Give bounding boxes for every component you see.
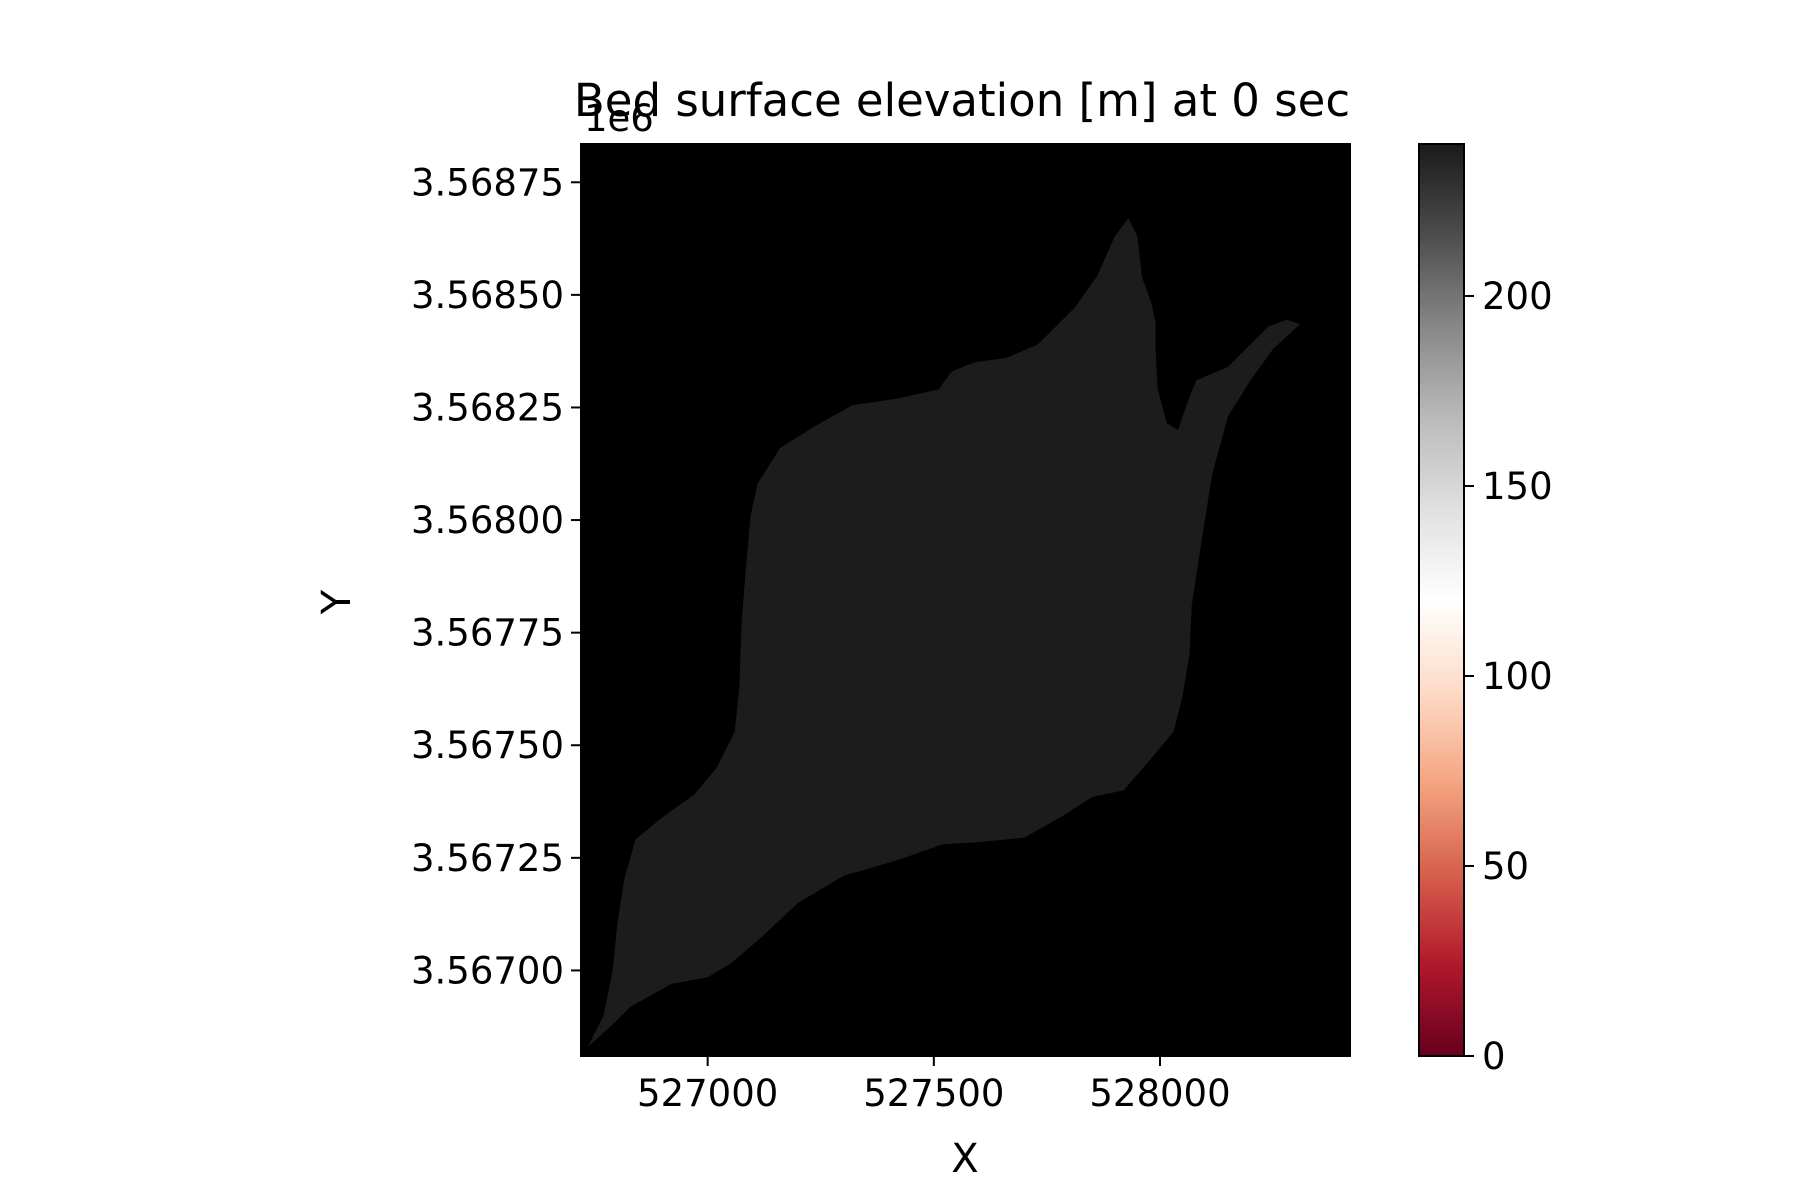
y-axis-label: Y xyxy=(314,589,360,615)
x-axis-label: X xyxy=(951,1136,978,1182)
y-tick-label: 3.56800 xyxy=(411,499,564,542)
plot-area xyxy=(580,143,1351,1057)
colorbar-tick-label: 0 xyxy=(1482,1035,1506,1078)
plot-frame xyxy=(580,143,1351,1057)
y-offset-label: 1e6 xyxy=(584,97,654,140)
y-tick-label: 3.56850 xyxy=(411,274,564,317)
colorbar-ticks: 0 50 100 150 200 xyxy=(1464,275,1553,1078)
y-tick-label: 3.56775 xyxy=(411,612,564,655)
x-tick-label: 527500 xyxy=(863,1072,1004,1115)
y-axis-ticks: 3.56700 3.56725 3.56750 3.56775 3.56800 3.568… xyxy=(411,161,581,992)
colorbar: 0 50 100 150 200 xyxy=(1418,143,1553,1078)
y-tick-label: 3.56750 xyxy=(411,724,564,767)
colorbar-gradient xyxy=(1419,144,1464,1056)
y-tick-label: 3.56725 xyxy=(411,837,564,880)
chart-title: Bed surface elevation [m] at 0 sec xyxy=(574,74,1350,127)
colorbar-tick-label: 50 xyxy=(1482,845,1529,888)
colorbar-tick-label: 150 xyxy=(1482,465,1553,508)
x-axis-ticks: 527000 527500 528000 xyxy=(637,1056,1231,1115)
y-tick-label: 3.56700 xyxy=(411,949,564,992)
colorbar-tick-label: 200 xyxy=(1482,275,1553,318)
x-tick-label: 527000 xyxy=(637,1072,778,1115)
colorbar-frame xyxy=(1418,143,1465,1057)
colorbar-tick-label: 100 xyxy=(1482,655,1553,698)
y-tick-label: 3.56825 xyxy=(411,386,564,429)
elevation-region xyxy=(587,218,1301,1048)
x-tick-label: 528000 xyxy=(1089,1072,1230,1115)
y-tick-label: 3.56875 xyxy=(411,161,564,204)
